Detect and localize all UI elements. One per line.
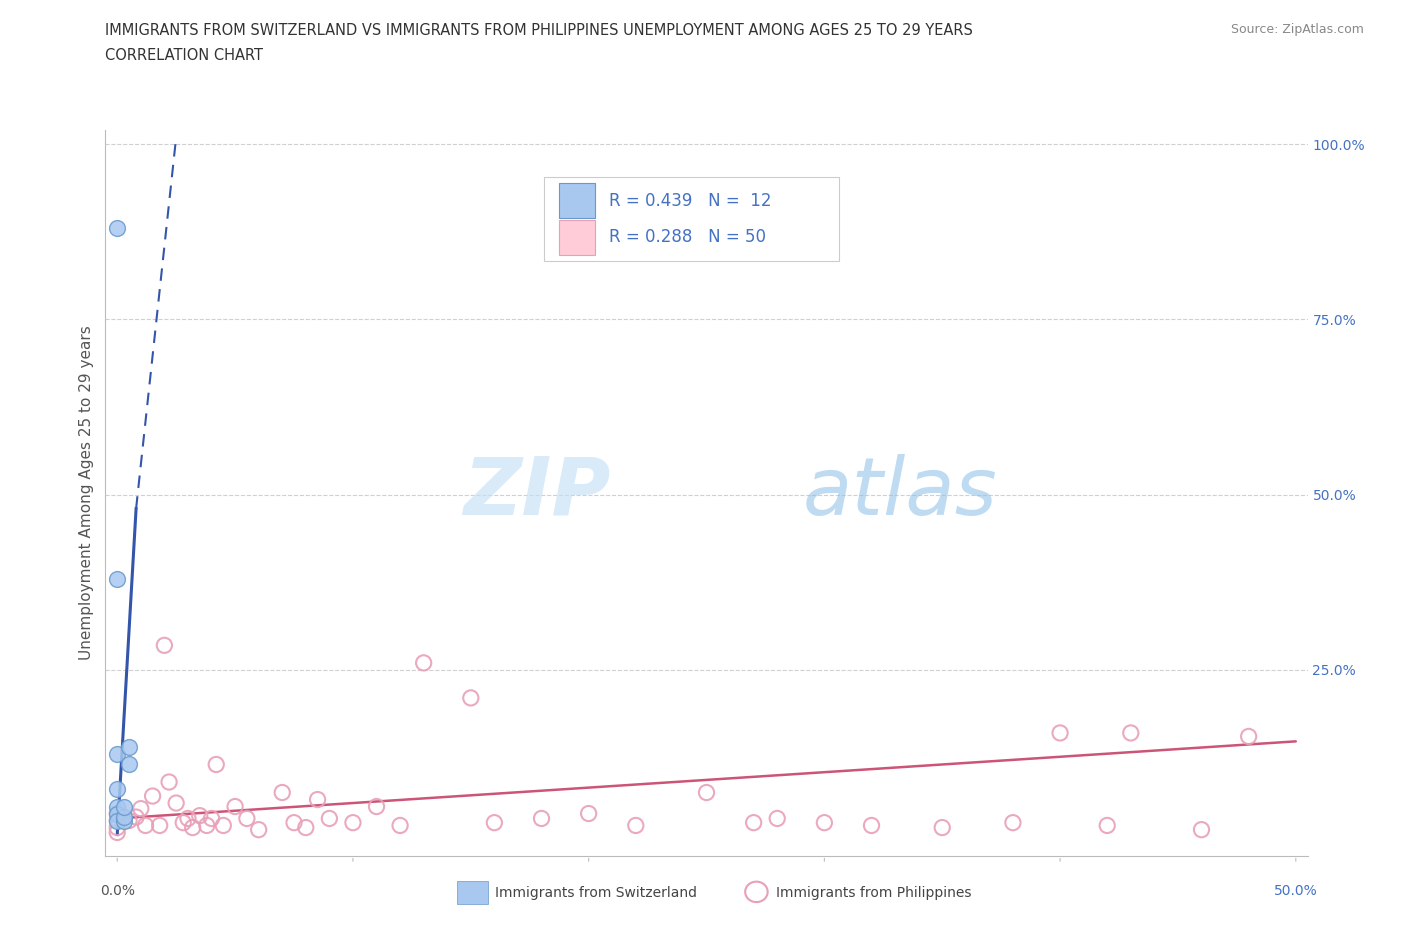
Text: CORRELATION CHART: CORRELATION CHART [105, 48, 263, 63]
Point [118, 739, 141, 754]
Point [212, 818, 235, 833]
Point [624, 818, 647, 833]
Point [105, 813, 128, 828]
Point [149, 818, 172, 833]
Text: atlas: atlas [803, 454, 997, 532]
Point [105, 799, 128, 814]
Point [530, 811, 553, 826]
Point [172, 816, 194, 830]
Point [318, 811, 340, 826]
Point [389, 818, 412, 833]
Point [295, 820, 318, 835]
Text: Immigrants from Philippines: Immigrants from Philippines [776, 885, 972, 900]
Point [105, 813, 128, 828]
Text: R = 0.288   N = 50: R = 0.288 N = 50 [609, 229, 766, 246]
Point [1119, 725, 1142, 740]
Point [205, 757, 228, 772]
Point [118, 757, 141, 772]
Point [1049, 725, 1071, 740]
Point [105, 806, 128, 821]
Point [460, 690, 482, 705]
Point [105, 806, 128, 821]
Point [118, 813, 141, 828]
Text: 50.0%: 50.0% [1274, 884, 1317, 897]
Point [283, 816, 305, 830]
Point [742, 816, 765, 830]
Point [105, 571, 128, 586]
Point [112, 799, 135, 814]
Text: Immigrants from Switzerland: Immigrants from Switzerland [495, 885, 697, 900]
Point [142, 789, 165, 804]
Text: Source: ZipAtlas.com: Source: ZipAtlas.com [1230, 23, 1364, 36]
Point [157, 775, 180, 790]
Point [860, 818, 883, 833]
Point [195, 818, 218, 833]
Point [236, 811, 259, 826]
Point [165, 795, 187, 810]
Point [105, 747, 128, 762]
Point [200, 811, 222, 826]
Point [125, 810, 148, 825]
Point [578, 806, 600, 821]
Point [766, 811, 789, 826]
Text: R = 0.439   N =  12: R = 0.439 N = 12 [609, 192, 772, 209]
Point [1097, 818, 1119, 833]
Point [153, 638, 176, 653]
FancyBboxPatch shape [558, 183, 595, 219]
Point [105, 820, 128, 835]
Point [224, 799, 246, 814]
Point [412, 656, 434, 671]
Point [307, 792, 329, 807]
Point [112, 813, 135, 828]
Point [813, 816, 835, 830]
Point [112, 810, 135, 825]
Point [366, 799, 388, 814]
Point [271, 785, 294, 800]
Point [105, 221, 128, 236]
Point [188, 808, 211, 823]
Text: ZIP: ZIP [463, 454, 610, 532]
Point [696, 785, 718, 800]
Point [1237, 729, 1260, 744]
Point [247, 822, 270, 837]
FancyBboxPatch shape [544, 178, 839, 260]
Point [177, 811, 200, 826]
Point [181, 820, 204, 835]
Point [105, 781, 128, 796]
Text: IMMIGRANTS FROM SWITZERLAND VS IMMIGRANTS FROM PHILIPPINES UNEMPLOYMENT AMONG AG: IMMIGRANTS FROM SWITZERLAND VS IMMIGRANT… [105, 23, 973, 38]
Y-axis label: Unemployment Among Ages 25 to 29 years: Unemployment Among Ages 25 to 29 years [79, 326, 94, 660]
Point [484, 816, 506, 830]
Point [1191, 822, 1213, 837]
Text: 0.0%: 0.0% [100, 884, 135, 897]
Point [1001, 816, 1024, 830]
FancyBboxPatch shape [558, 220, 595, 255]
Point [129, 802, 152, 817]
Point [105, 825, 128, 840]
Point [931, 820, 953, 835]
Point [135, 818, 157, 833]
Point [342, 816, 364, 830]
